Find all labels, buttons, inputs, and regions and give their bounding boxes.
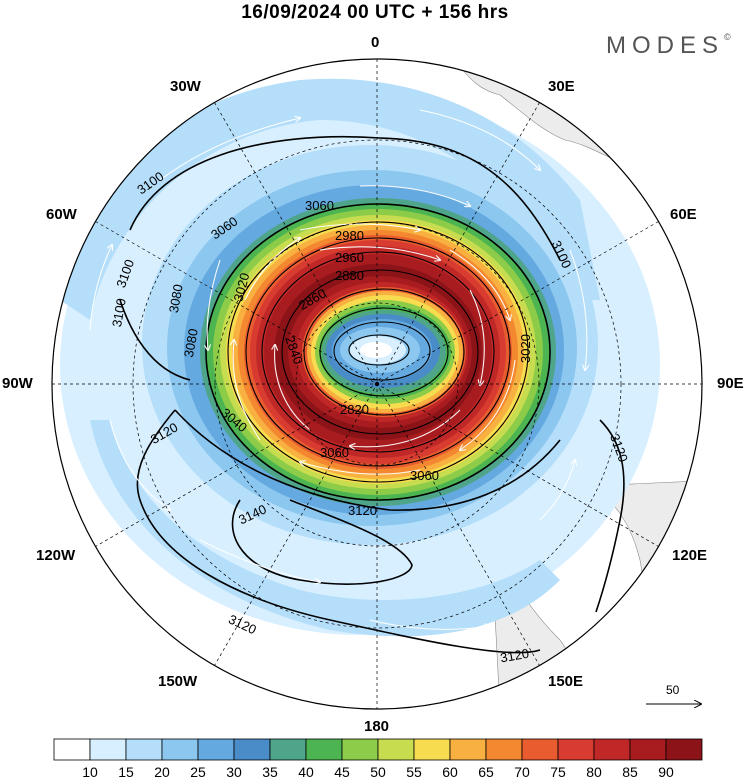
colorbar-swatch [269, 738, 307, 761]
colorbar-swatch [377, 738, 415, 761]
colorbar-tick-label: 75 [550, 764, 566, 780]
lon-label-120w: 120W [36, 547, 76, 564]
colorbar-swatch [449, 738, 487, 761]
colorbar-tick-label: 55 [406, 764, 422, 780]
colorbar-swatch [125, 738, 163, 761]
colorbar-tick-label: 40 [298, 764, 314, 780]
colorbar-swatch [593, 738, 631, 761]
lon-label-180: 180 [364, 718, 390, 735]
logo-text: MODES [606, 32, 725, 59]
colorbar-tick-label: 60 [442, 764, 458, 780]
colorbar-tick-label: 30 [226, 764, 242, 780]
contour-label: 3060 [320, 445, 349, 460]
lon-label-90w: 90W [2, 375, 33, 392]
colorbar-swatch [89, 738, 127, 761]
colorbar-swatch [53, 738, 91, 761]
colorbar-swatch [233, 738, 271, 761]
colorbar-swatch [161, 738, 199, 761]
contour-label: 3100 [109, 297, 129, 328]
colorbar-tick-label: 50 [370, 764, 386, 780]
colorbar-tick-label: 35 [262, 764, 278, 780]
lon-label-120e: 120E [672, 547, 708, 564]
lon-label-60e: 60E [670, 206, 697, 223]
wind-streamlines [89, 109, 587, 674]
contour-label: 3020 [230, 271, 252, 303]
contour-label: 2880 [335, 268, 364, 283]
colorbar-tick-label: 15 [118, 764, 134, 780]
pole-marker [374, 381, 380, 387]
colorbar-swatch [485, 738, 523, 761]
height-contours [119, 135, 625, 654]
contour-label: 2980 [335, 228, 364, 243]
contour-label: 3080 [166, 283, 186, 314]
colorbar-tick-label: 90 [658, 764, 674, 780]
lon-label-150e: 150E [548, 673, 584, 690]
colorbar-tick-label: 45 [334, 764, 350, 780]
lon-label-0: 0 [371, 34, 380, 51]
contour-label: 2820 [340, 402, 369, 417]
lon-label-30e: 30E [548, 78, 575, 95]
contour-label: 2960 [335, 250, 364, 265]
colorbar-tick-label: 65 [478, 764, 494, 780]
lon-label-150w: 150W [158, 673, 198, 690]
wind-speed-field [52, 59, 702, 709]
contour-label: 3020 [518, 334, 533, 363]
colorbar-tick-label: 25 [190, 764, 206, 780]
contour-label: 3080 [181, 327, 201, 358]
contour-label: 3060 [410, 468, 439, 483]
colorbar-swatch [197, 738, 235, 761]
modes-logo: MODES© [606, 32, 731, 60]
map-boundary [51, 58, 703, 710]
colorbar [53, 738, 703, 761]
colorbar-swatch [413, 738, 451, 761]
colorbar-tick-label: 70 [514, 764, 530, 780]
colorbar-tick-label: 80 [586, 764, 602, 780]
colorbar-swatch [665, 738, 703, 761]
colorbar-swatch [521, 738, 559, 761]
colorbar-tick-label: 20 [154, 764, 170, 780]
colorbar-swatch [305, 738, 343, 761]
copyright-mark: © [724, 32, 731, 42]
lon-label-90e: 90E [717, 375, 744, 392]
contour-label: 3060 [305, 198, 334, 213]
colorbar-swatch [341, 738, 379, 761]
colorbar-tick-label: 10 [82, 764, 98, 780]
colorbar-swatch [557, 738, 595, 761]
colorbar-tick-label: 85 [622, 764, 638, 780]
lon-label-60w: 60W [46, 206, 77, 223]
vector-reference-label: 50 [666, 683, 680, 697]
lon-label-30w: 30W [170, 78, 201, 95]
contour-label: 3120 [499, 646, 530, 666]
colorbar-swatch [629, 738, 667, 761]
contour-label: 3120 [348, 503, 377, 518]
page-title: 16/09/2024 00 UTC + 156 hrs [241, 2, 509, 23]
